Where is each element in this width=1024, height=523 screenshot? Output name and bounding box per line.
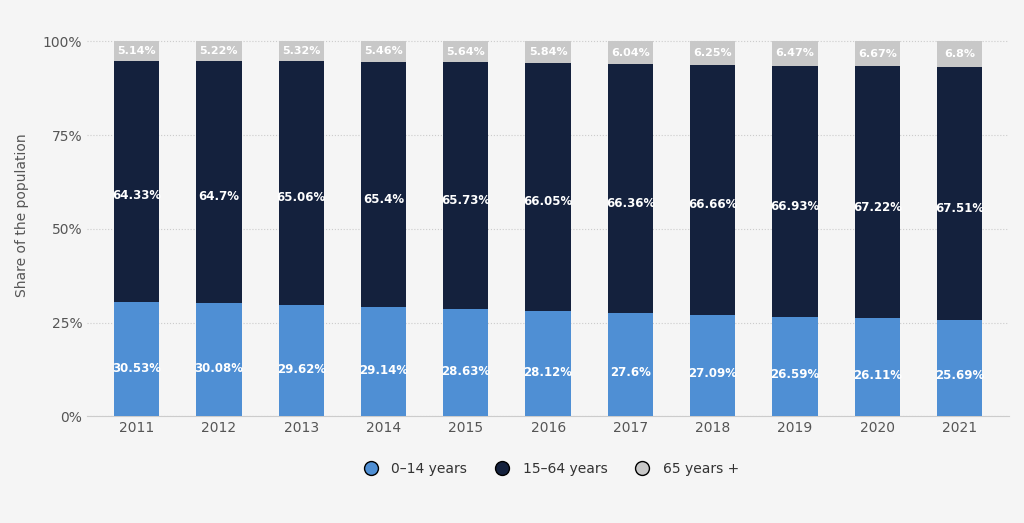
Bar [855,41,900,66]
Bar [279,305,324,416]
Text: 29.62%: 29.62% [276,363,326,376]
Text: 65.4%: 65.4% [362,192,404,206]
Bar [608,64,653,313]
Text: 64.7%: 64.7% [199,190,240,203]
Text: 5.64%: 5.64% [446,47,485,57]
Bar [443,62,488,309]
Text: 27.09%: 27.09% [688,367,737,380]
Text: 26.11%: 26.11% [853,369,902,382]
Bar [937,67,982,320]
Text: 30.53%: 30.53% [113,362,161,374]
Text: 5.32%: 5.32% [282,46,321,56]
Text: 66.66%: 66.66% [688,198,737,211]
Text: 5.46%: 5.46% [365,47,402,56]
Bar [772,65,817,316]
Bar [772,41,817,65]
Text: 5.84%: 5.84% [528,47,567,57]
Bar [114,302,160,416]
Bar [608,313,653,416]
Text: 6.67%: 6.67% [858,49,897,59]
Bar [937,41,982,67]
Bar [608,41,653,64]
Bar [525,41,570,63]
Bar [443,309,488,416]
Text: 30.08%: 30.08% [195,362,244,376]
Bar [360,62,407,307]
Bar [114,61,160,302]
Bar [525,63,570,311]
Text: 5.22%: 5.22% [200,46,239,56]
Text: 66.05%: 66.05% [523,196,572,208]
Bar [279,61,324,305]
Text: 28.12%: 28.12% [523,366,572,379]
Bar [855,319,900,416]
Text: 67.51%: 67.51% [935,202,984,215]
Bar [360,307,407,416]
Bar [772,316,817,416]
Text: 65.73%: 65.73% [441,194,490,207]
Text: 66.36%: 66.36% [606,197,655,210]
Text: 65.06%: 65.06% [276,191,326,204]
Bar [855,66,900,319]
Text: 6.8%: 6.8% [944,49,975,59]
Text: 64.33%: 64.33% [112,189,161,202]
Text: 66.93%: 66.93% [770,200,819,213]
Text: 29.14%: 29.14% [359,364,409,377]
Bar [197,41,242,61]
Bar [690,65,735,315]
Text: 27.6%: 27.6% [610,366,651,379]
Bar [690,315,735,416]
Text: 67.22%: 67.22% [853,201,902,214]
Text: 26.59%: 26.59% [770,368,819,381]
Bar [114,41,160,61]
Bar [197,61,242,303]
Text: 6.04%: 6.04% [611,48,650,58]
Bar [937,320,982,416]
Bar [279,41,324,61]
Bar [360,41,407,62]
Text: 6.25%: 6.25% [693,48,732,58]
Text: 25.69%: 25.69% [935,369,984,382]
Y-axis label: Share of the population: Share of the population [15,134,29,298]
Legend: 0–14 years, 15–64 years, 65 years +: 0–14 years, 15–64 years, 65 years + [351,457,745,482]
Bar [197,303,242,416]
Text: 5.14%: 5.14% [118,46,156,56]
Bar [525,311,570,416]
Bar [690,41,735,65]
Text: 28.63%: 28.63% [441,365,490,378]
Text: 6.47%: 6.47% [775,49,814,59]
Bar [443,41,488,62]
